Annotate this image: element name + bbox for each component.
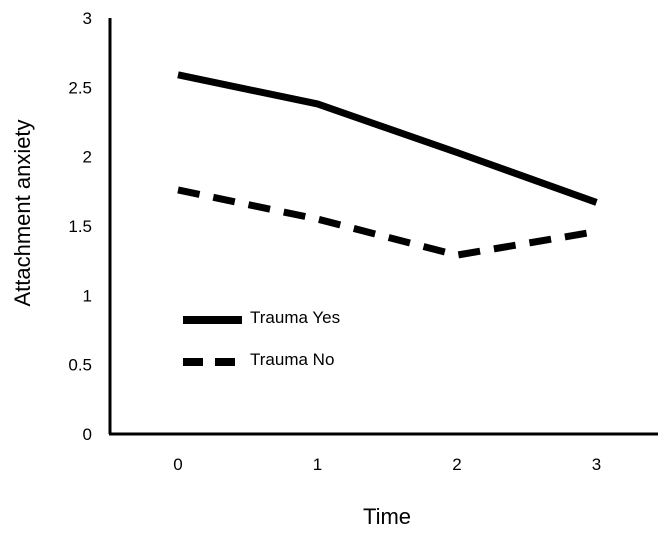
- y-axis-title: Attachment anxiety: [10, 119, 35, 306]
- x-tick-label: 2: [452, 455, 461, 474]
- series-line-1: [177, 71, 598, 206]
- x-axis-title: Time: [363, 504, 411, 529]
- y-tick-label: 1.5: [68, 217, 92, 236]
- x-tick-label: 0: [173, 455, 182, 474]
- x-tick-label: 1: [313, 455, 322, 474]
- series-layer: [177, 71, 598, 259]
- x-tick-label: 3: [592, 455, 601, 474]
- legend-label-1: Trauma Yes: [250, 308, 340, 327]
- y-tick-label: 2: [83, 148, 92, 167]
- y-tick-label: 3: [83, 9, 92, 28]
- y-tick-label: 0: [83, 425, 92, 444]
- legend: Trauma Yes Trauma No: [183, 308, 340, 369]
- y-tick-label: 0.5: [68, 356, 92, 375]
- legend-label-2: Trauma No: [250, 350, 334, 369]
- y-tick-label: 2.5: [68, 78, 92, 97]
- series-line-2: [177, 186, 598, 259]
- y-axis-ticks: 0 0.5 1 1.5 2 2.5 3: [68, 9, 92, 444]
- x-axis-ticks: 0 1 2 3: [173, 455, 601, 474]
- y-tick-label: 1: [83, 286, 92, 305]
